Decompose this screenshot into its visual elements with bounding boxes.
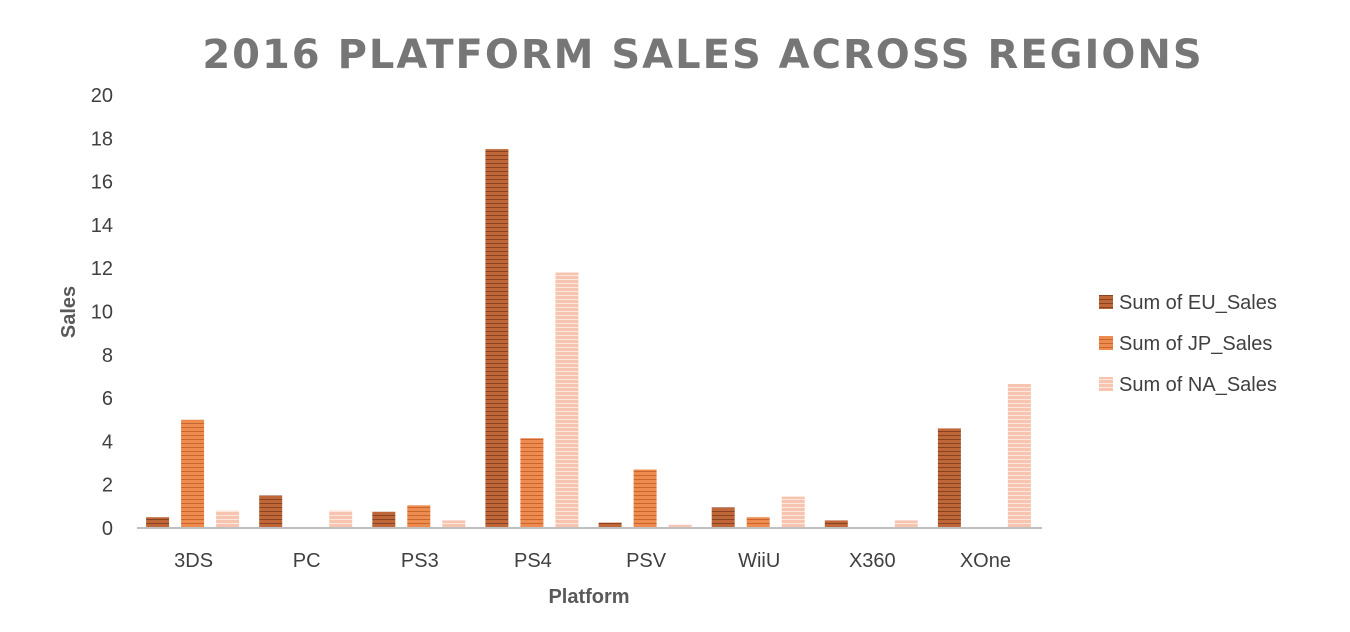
legend-swatch — [1099, 377, 1113, 391]
legend-label: Sum of JP_Sales — [1119, 333, 1272, 355]
chart-title: 2016 PLATFORM SALES ACROSS REGIONS — [202, 32, 1203, 78]
bar-3ds-series-2 — [216, 510, 240, 528]
legend-swatch — [1099, 336, 1113, 350]
bar-ps3-series-1 — [407, 505, 431, 528]
x-axis-title: Platform — [548, 586, 629, 608]
bar-pc-series-0 — [259, 495, 283, 528]
bar-wiiu-series-0 — [711, 507, 735, 528]
x-tick-label: PSV — [626, 550, 667, 572]
y-tick-label: 12 — [91, 258, 113, 280]
bar-pc-series-2 — [329, 510, 353, 528]
x-tick-label: PC — [293, 550, 321, 572]
bar-psv-series-0 — [598, 522, 622, 528]
y-tick-label: 20 — [91, 85, 113, 107]
bars — [146, 149, 1031, 529]
bar-wiiu-series-2 — [781, 496, 805, 528]
x-tick-label: 3DS — [174, 550, 213, 572]
bar-ps3-series-2 — [442, 520, 466, 528]
y-tick-label: 8 — [102, 345, 113, 367]
y-tick-label: 10 — [91, 302, 113, 324]
y-tick-label: 16 — [91, 172, 113, 194]
bar-ps4-series-2 — [555, 272, 579, 528]
y-axis-ticks: 0 2 4 6 8 10 12 14 16 18 20 — [91, 85, 113, 540]
bar-ps4-series-1 — [520, 438, 544, 528]
bar-xone-series-0 — [937, 428, 961, 528]
y-tick-label: 4 — [102, 431, 113, 453]
bar-psv-series-1 — [633, 469, 657, 528]
bar-ps4-series-0 — [485, 149, 509, 528]
bar-xone-series-2 — [1007, 384, 1031, 528]
bar-ps3-series-0 — [372, 511, 396, 528]
legend-label: Sum of EU_Sales — [1119, 292, 1277, 314]
bar-x360-series-2 — [894, 520, 918, 528]
bar-psv-series-2 — [668, 524, 692, 528]
x-tick-label: X360 — [849, 550, 896, 572]
legend-label: Sum of NA_Sales — [1119, 374, 1277, 396]
bar-3ds-series-0 — [146, 517, 170, 528]
x-tick-label: PS3 — [401, 550, 439, 572]
legend-swatch — [1099, 295, 1113, 309]
x-axis-ticks: 3DS PC PS3 PS4 PSV WiiU X360 XOne — [174, 550, 1011, 572]
y-tick-label: 18 — [91, 128, 113, 150]
legend: Sum of EU_Sales Sum of JP_Sales Sum of NA_… — [1099, 292, 1277, 396]
y-tick-label: 0 — [102, 518, 113, 540]
y-tick-label: 2 — [102, 475, 113, 497]
y-axis-title: Sales — [58, 286, 80, 338]
x-tick-label: PS4 — [514, 550, 552, 572]
y-tick-label: 6 — [102, 388, 113, 410]
x-tick-label: WiiU — [738, 550, 780, 572]
bar-x360-series-0 — [824, 520, 848, 528]
x-tick-label: XOne — [960, 550, 1011, 572]
y-tick-label: 14 — [91, 215, 113, 237]
bar-3ds-series-1 — [181, 419, 205, 529]
bar-wiiu-series-1 — [746, 517, 770, 528]
